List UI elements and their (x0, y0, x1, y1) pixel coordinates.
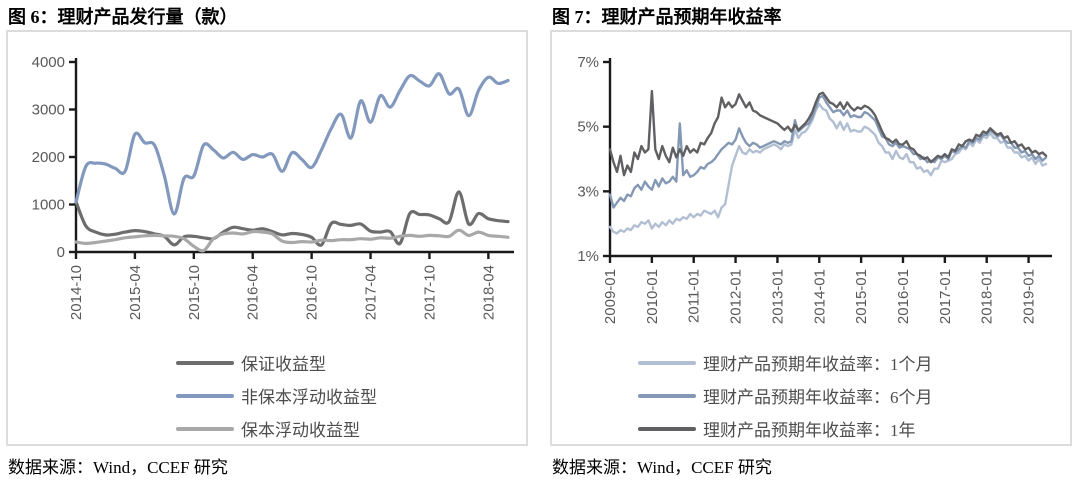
figure7-legend: 理财产品预期年收益率：1个月 理财产品预期年收益率：6个月 理财产品预期年收益率：1… (552, 346, 1070, 444)
legend-item: 理财产品预期年收益率：6个月 (638, 379, 1070, 412)
legend-item: 保证收益型 (176, 346, 526, 379)
figure7-column: 图 7：理财产品预期年收益率 1% 3% 5% 7% 2009-01 2010-01 201… (550, 4, 1072, 478)
figure7-panel: 1% 3% 5% 7% 2009-01 2010-01 2011-01 2012-01 2013… (550, 30, 1072, 446)
svg-text:0: 0 (57, 244, 65, 261)
svg-text:2016-01: 2016-01 (895, 269, 912, 324)
svg-text:1000: 1000 (32, 197, 65, 214)
svg-text:2010-01: 2010-01 (644, 269, 661, 324)
legend-item: 理财产品预期年收益率：1个月 (638, 346, 1070, 379)
legend-line-swatch (176, 426, 234, 431)
svg-text:3000: 3000 (32, 102, 65, 119)
svg-text:2015-04: 2015-04 (127, 265, 144, 320)
figure6-source: 数据来源：Wind，CCEF 研究 (8, 458, 228, 477)
svg-text:2000: 2000 (32, 149, 65, 166)
svg-text:2018-01: 2018-01 (979, 269, 996, 324)
legend-line-swatch (176, 360, 234, 365)
svg-text:7%: 7% (577, 54, 599, 71)
figure7-line-chart: 1% 3% 5% 7% 2009-01 2010-01 2011-01 2012-01 2013… (577, 54, 1052, 324)
legend-label: 理财产品预期年收益率：6个月 (703, 388, 933, 407)
svg-text:2017-10: 2017-10 (421, 265, 438, 320)
figure6-column: 图 6：理财产品发行量（款） 0 1000 2000 3000 4000 2014-10 2… (6, 4, 528, 478)
svg-text:2015-10: 2015-10 (186, 265, 203, 320)
legend-label: 理财产品预期年收益率：1年 (703, 421, 916, 440)
figure7-source: 数据来源：Wind，CCEF 研究 (552, 458, 772, 477)
legend-line-swatch (638, 360, 696, 365)
legend-label: 保本浮动收益型 (241, 421, 360, 440)
figure6-panel: 0 1000 2000 3000 4000 2014-10 2015-04 2015-10 20… (6, 30, 528, 446)
figure6-title: 图 6：理财产品发行量（款） (8, 7, 238, 27)
legend-line-swatch (176, 393, 234, 398)
svg-text:2015-01: 2015-01 (853, 269, 870, 324)
svg-text:2016-10: 2016-10 (304, 265, 321, 320)
legend-item: 保本浮动收益型 (176, 412, 526, 444)
svg-text:2016-04: 2016-04 (245, 265, 262, 320)
svg-text:2014-01: 2014-01 (811, 269, 828, 324)
figure6-line-chart: 0 1000 2000 3000 4000 2014-10 2015-04 2015-10 20… (32, 54, 514, 320)
legend-label: 保证收益型 (241, 355, 326, 374)
legend-line-swatch (638, 426, 696, 431)
svg-text:2011-01: 2011-01 (686, 269, 703, 323)
svg-text:2018-04: 2018-04 (480, 265, 497, 320)
svg-text:2012-01: 2012-01 (728, 269, 745, 324)
svg-text:2019-01: 2019-01 (1021, 269, 1038, 324)
svg-text:3%: 3% (577, 183, 599, 200)
figure6-legend: 保证收益型非保本浮动收益型 保本浮动收益型 (8, 346, 526, 444)
legend-label: 理财产品预期年收益率：1个月 (703, 355, 933, 374)
legend-item: 理财产品预期年收益率：1年 (638, 412, 1070, 444)
svg-text:2009-01: 2009-01 (602, 269, 619, 324)
legend-label: 非保本浮动收益型 (241, 388, 377, 407)
svg-text:2014-10: 2014-10 (68, 265, 85, 320)
legend-line-swatch (638, 393, 696, 398)
svg-text:1%: 1% (577, 248, 599, 265)
svg-text:2017-04: 2017-04 (363, 265, 380, 320)
svg-text:4000: 4000 (32, 54, 65, 71)
legend-item: 非保本浮动收益型 (176, 379, 526, 412)
svg-text:2017-01: 2017-01 (937, 269, 954, 324)
figure7-title: 图 7：理财产品预期年收益率 (552, 7, 782, 27)
svg-text:2013-01: 2013-01 (769, 269, 786, 324)
figures-row: 图 6：理财产品发行量（款） 0 1000 2000 3000 4000 2014-10 2… (6, 4, 1072, 478)
svg-text:5%: 5% (577, 119, 599, 136)
